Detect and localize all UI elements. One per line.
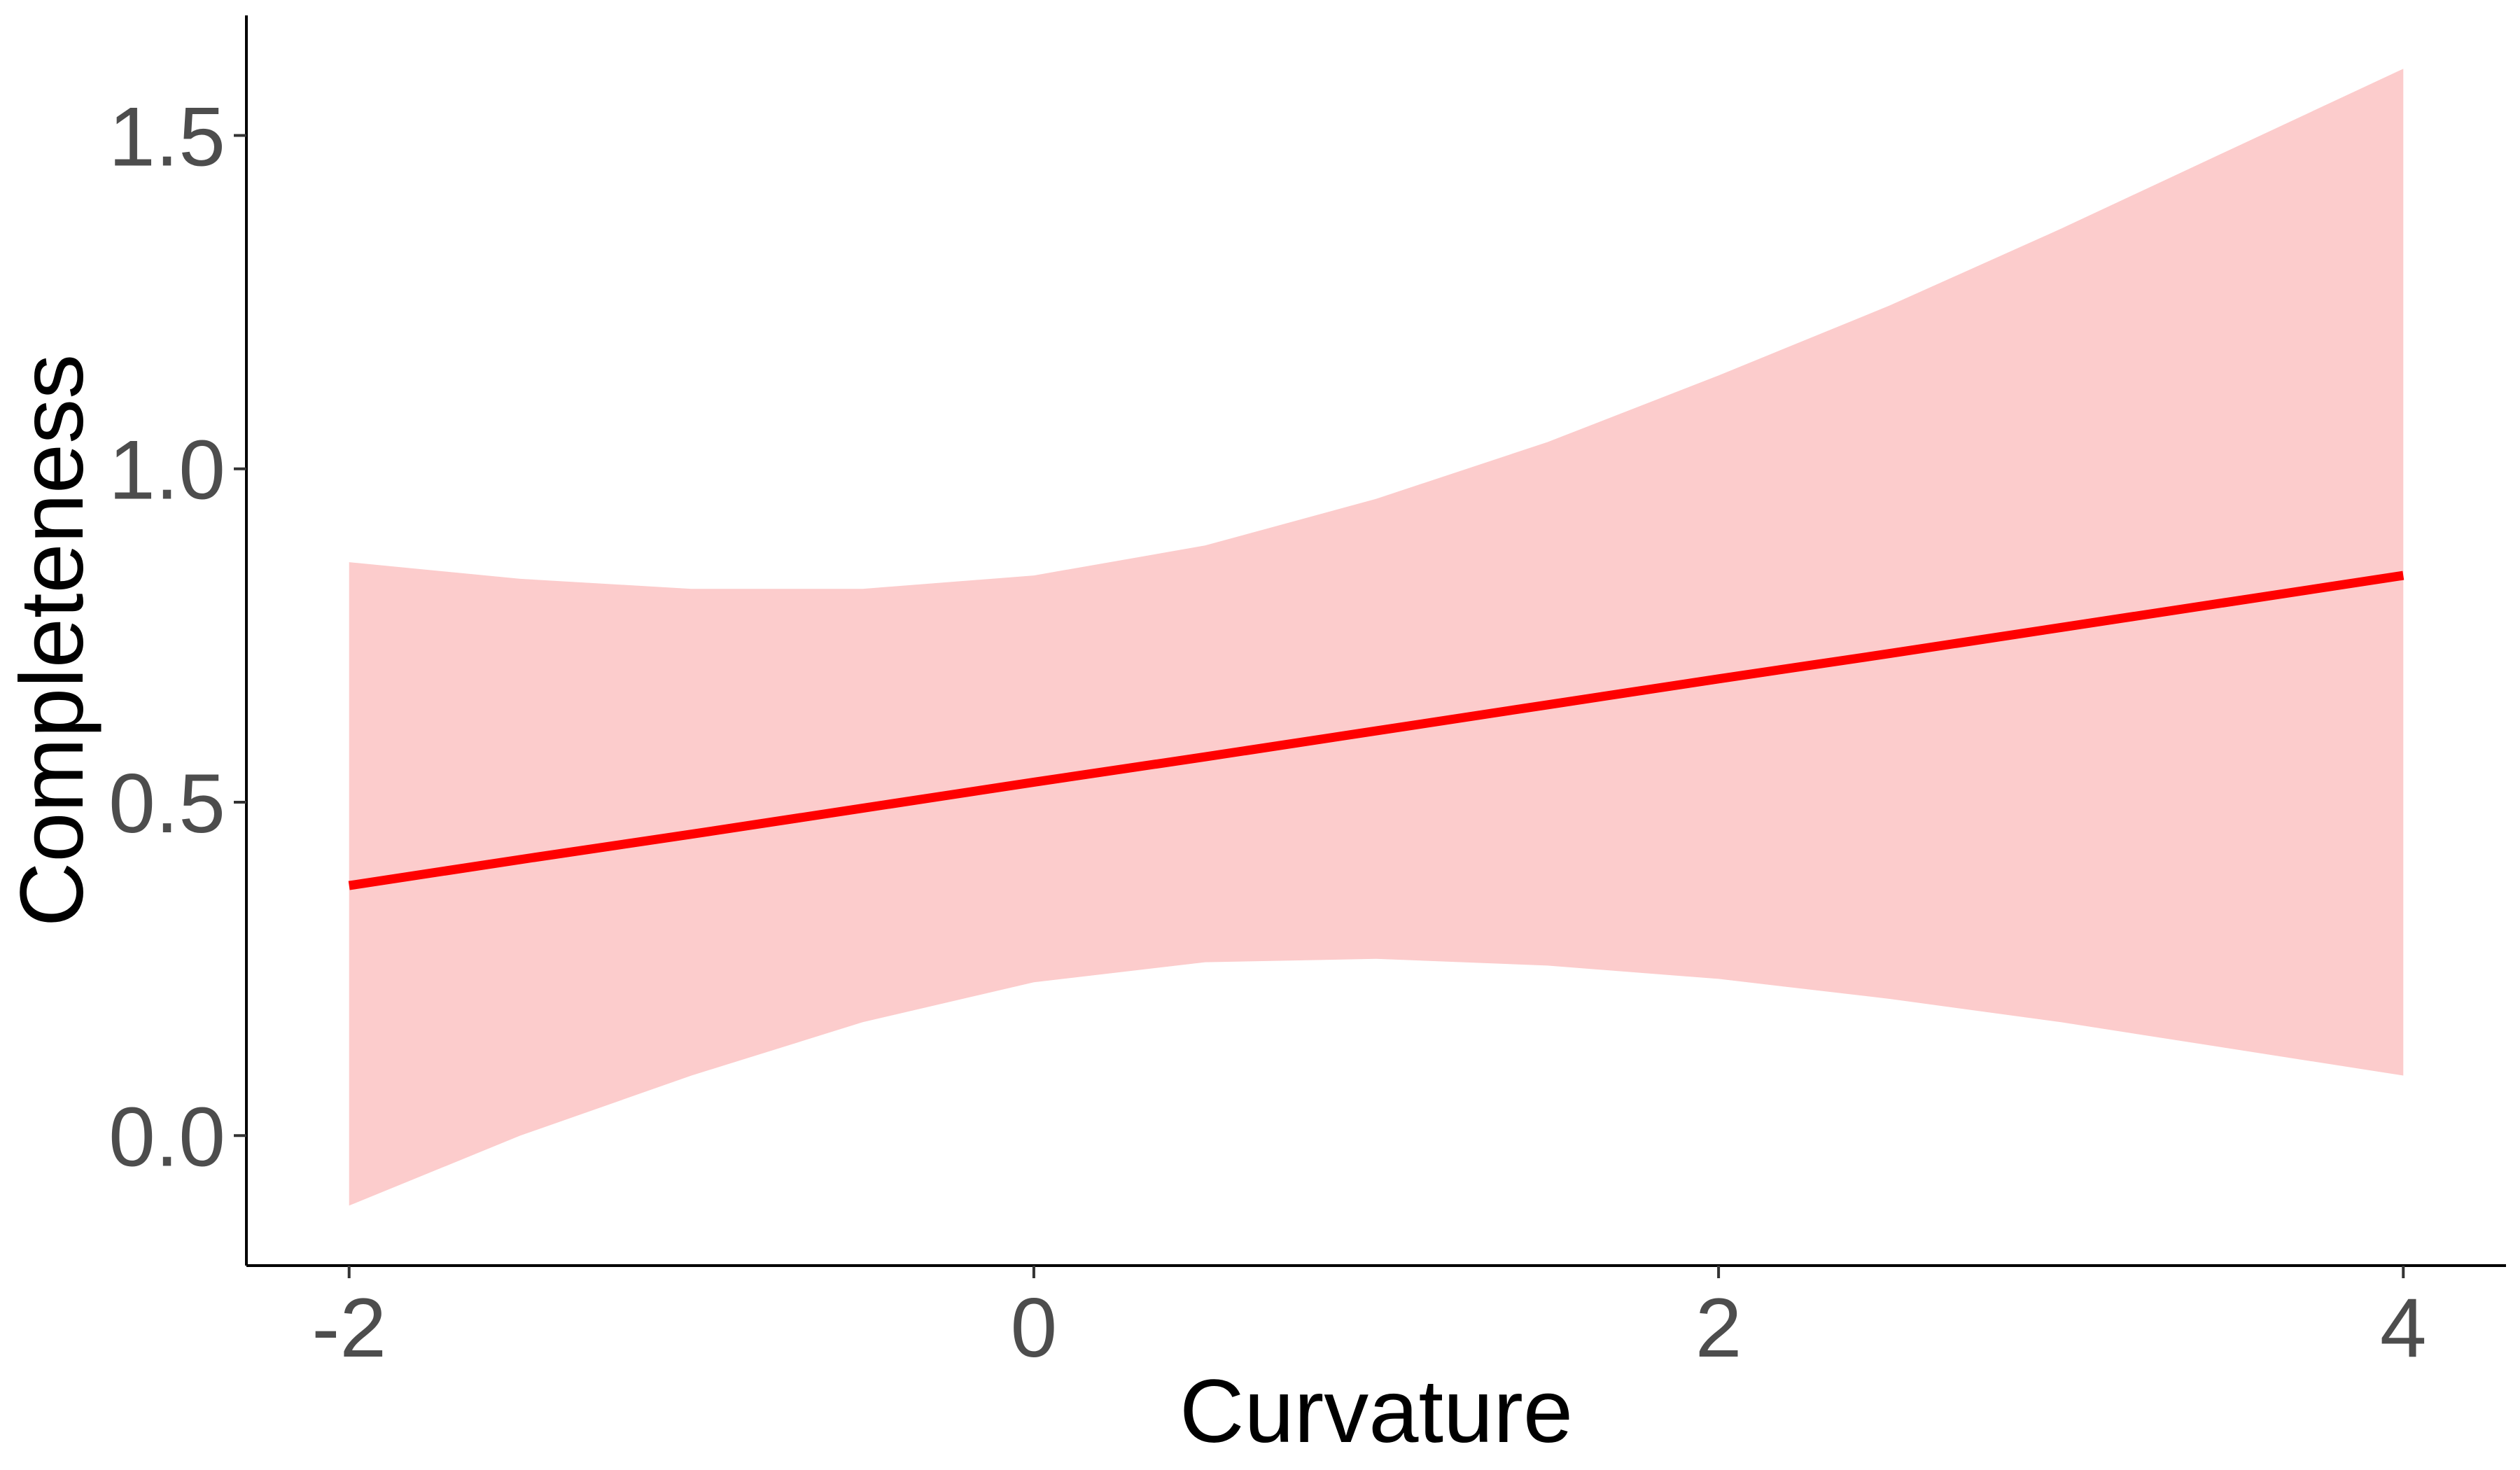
y-tick-label: 1.5 — [108, 90, 225, 183]
y-tick-label: 1.0 — [108, 424, 225, 517]
x-tick-label: 0 — [1011, 1281, 1058, 1375]
x-axis-title: Curvature — [1180, 1362, 1573, 1462]
y-axis-title: Completeness — [2, 354, 102, 927]
fit-line — [348, 570, 2404, 890]
y-tick-label: 0.0 — [108, 1090, 225, 1184]
confidence-band — [349, 69, 2404, 1206]
y-axis-ticks: 0.0 0.5 1.0 1.5 — [108, 90, 246, 1184]
x-tick-label: 2 — [1695, 1281, 1742, 1375]
x-tick-label: -2 — [312, 1281, 386, 1375]
x-axis-ticks: -2 0 2 4 — [312, 1266, 2427, 1375]
y-tick-label: 0.5 — [108, 757, 225, 850]
x-tick-label: 4 — [2380, 1281, 2427, 1375]
plot-area — [348, 69, 2404, 1206]
